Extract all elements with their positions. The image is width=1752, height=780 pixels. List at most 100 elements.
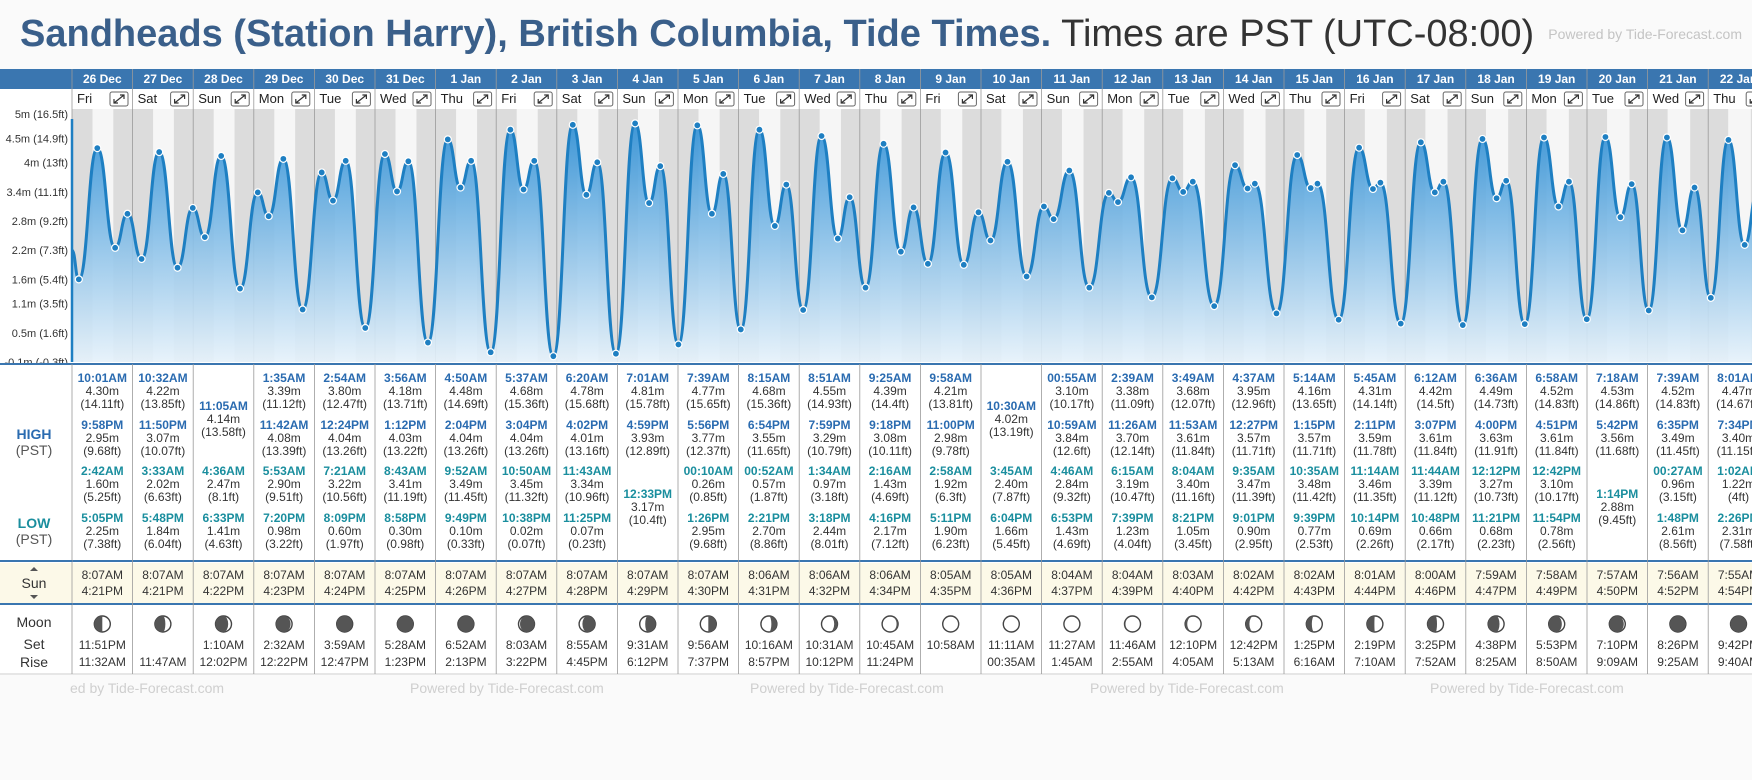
tide-point: [1439, 177, 1448, 186]
tide-height-ft: (12.89ft): [625, 444, 670, 458]
weekday-label: Fri: [77, 91, 92, 106]
tide-height-m: 0.02m: [510, 524, 543, 538]
expand-day-button[interactable]: [1018, 91, 1038, 107]
moon-phase-icon: [336, 615, 354, 633]
tide-height-m: 3.46m: [1358, 477, 1391, 491]
tide-time: 11:50PM: [139, 418, 187, 432]
tide-height-m: 2.70m: [752, 524, 785, 538]
footer-watermark: Powered by Tide-Forecast.com: [410, 680, 604, 696]
expand-day-button[interactable]: [533, 91, 553, 107]
tide-height-ft: (12.37ft): [686, 444, 731, 458]
moonrise-time: 8:57PM: [748, 655, 789, 669]
expand-day-button[interactable]: [594, 91, 614, 107]
expand-day-button[interactable]: [1503, 91, 1523, 107]
expand-day-button[interactable]: [1745, 91, 1752, 107]
tide-height-ft: (11.42ft): [1292, 490, 1336, 504]
sunset-time: 4:37PM: [1051, 584, 1092, 598]
expand-icon: [113, 94, 125, 104]
tide-height-ft: (14.5ft): [1416, 397, 1454, 411]
expand-day-button[interactable]: [473, 91, 493, 107]
expand-day-button[interactable]: [897, 91, 917, 107]
tide-time: 5:37AM: [505, 371, 548, 385]
tide-time: 7:59PM: [808, 418, 850, 432]
low-timezone-label: (PST): [16, 531, 53, 547]
moon-shadow: [582, 616, 596, 632]
tide-height-ft: (3.15ft): [1659, 490, 1697, 504]
expand-day-button[interactable]: [1321, 91, 1341, 107]
moon-shadow: [94, 616, 103, 632]
tide-point: [217, 151, 226, 161]
expand-icon: [174, 94, 186, 104]
sunrise-time: 7:58AM: [1536, 568, 1577, 582]
expand-icon: [1083, 94, 1095, 104]
expand-day-button[interactable]: [1624, 91, 1644, 107]
expand-day-button[interactable]: [1079, 91, 1099, 107]
moon-shadow: [1306, 616, 1315, 632]
date-label: 15 Jan: [1296, 72, 1333, 86]
moonrise-time: 4:05AM: [1172, 655, 1213, 669]
expand-day-button[interactable]: [1685, 91, 1705, 107]
tide-point: [380, 149, 390, 159]
tide-time: 11:44AM: [1411, 464, 1460, 478]
expand-day-button[interactable]: [109, 91, 129, 107]
tide-height-m: 3.77m: [692, 431, 725, 445]
moonset-time: 2:19PM: [1354, 638, 1395, 652]
tide-height-ft: (11.09ft): [1111, 397, 1155, 411]
moon-phase-icon: [93, 615, 112, 633]
tide-height-m: 3.70m: [1116, 431, 1149, 445]
tide-point: [1396, 319, 1405, 328]
expand-day-button[interactable]: [715, 91, 735, 107]
expand-day-button[interactable]: [351, 91, 371, 107]
expand-icon: [901, 94, 913, 104]
moon-phase-icon: [881, 615, 899, 633]
tide-point: [443, 135, 452, 144]
expand-day-button[interactable]: [1260, 91, 1280, 107]
expand-day-button[interactable]: [776, 91, 796, 107]
tide-time: 6:20AM: [566, 371, 609, 385]
tide-time: 11:54PM: [1533, 511, 1581, 525]
tide-height-ft: (1.87ft): [750, 490, 788, 504]
tide-point: [707, 209, 717, 218]
expand-day-button[interactable]: [1139, 91, 1159, 107]
tide-point: [1492, 194, 1501, 203]
expand-day-button[interactable]: [291, 91, 311, 107]
tide-time: 10:48PM: [1411, 511, 1460, 525]
moonset-time: 9:56AM: [688, 638, 729, 652]
expand-day-button[interactable]: [654, 91, 674, 107]
tide-time: 11:26AM: [1108, 418, 1157, 432]
expand-icon: [840, 94, 852, 104]
y-tick-label: 1.1m (3.5ft): [12, 299, 68, 311]
tide-height-ft: (13.65ft): [1292, 397, 1337, 411]
sunset-time: 4:44PM: [1354, 584, 1395, 598]
tide-point: [1662, 133, 1672, 142]
footer-watermark: Powered by Tide-Forecast.com: [750, 680, 944, 696]
moonrise-time: 9:25AM: [1657, 655, 1698, 669]
tide-time: 7:01AM: [626, 371, 669, 385]
sunset-time: 4:39PM: [1112, 584, 1153, 598]
tide-point: [279, 154, 288, 163]
tide-height-ft: (14.14ft): [1353, 397, 1398, 411]
tide-point: [1368, 184, 1378, 194]
expand-day-button[interactable]: [230, 91, 250, 107]
date-label: 14 Jan: [1235, 72, 1272, 86]
tide-point: [1690, 183, 1699, 192]
expand-day-button[interactable]: [1563, 91, 1583, 107]
expand-day-button[interactable]: [412, 91, 432, 107]
expand-day-button[interactable]: [170, 91, 190, 107]
sunset-time: 4:31PM: [748, 584, 789, 598]
tide-height-m: 4.21m: [934, 384, 967, 398]
tide-height-ft: (14.83ft): [1534, 397, 1579, 411]
tide-time: 8:01AM: [1717, 371, 1752, 385]
tide-height-ft: (10.17ft): [1050, 397, 1095, 411]
tide-time: 3:33AM: [142, 464, 185, 478]
expand-day-button[interactable]: [957, 91, 977, 107]
tide-time: 1:26PM: [687, 511, 729, 525]
expand-day-button[interactable]: [836, 91, 856, 107]
tide-height-ft: (2.53ft): [1295, 537, 1333, 551]
expand-day-button[interactable]: [1442, 91, 1462, 107]
tide-time: 4:50AM: [445, 371, 488, 385]
tide-point: [328, 196, 338, 205]
expand-day-button[interactable]: [1382, 91, 1402, 107]
tide-time: 11:42AM: [260, 418, 309, 432]
expand-day-button[interactable]: [1200, 91, 1220, 107]
